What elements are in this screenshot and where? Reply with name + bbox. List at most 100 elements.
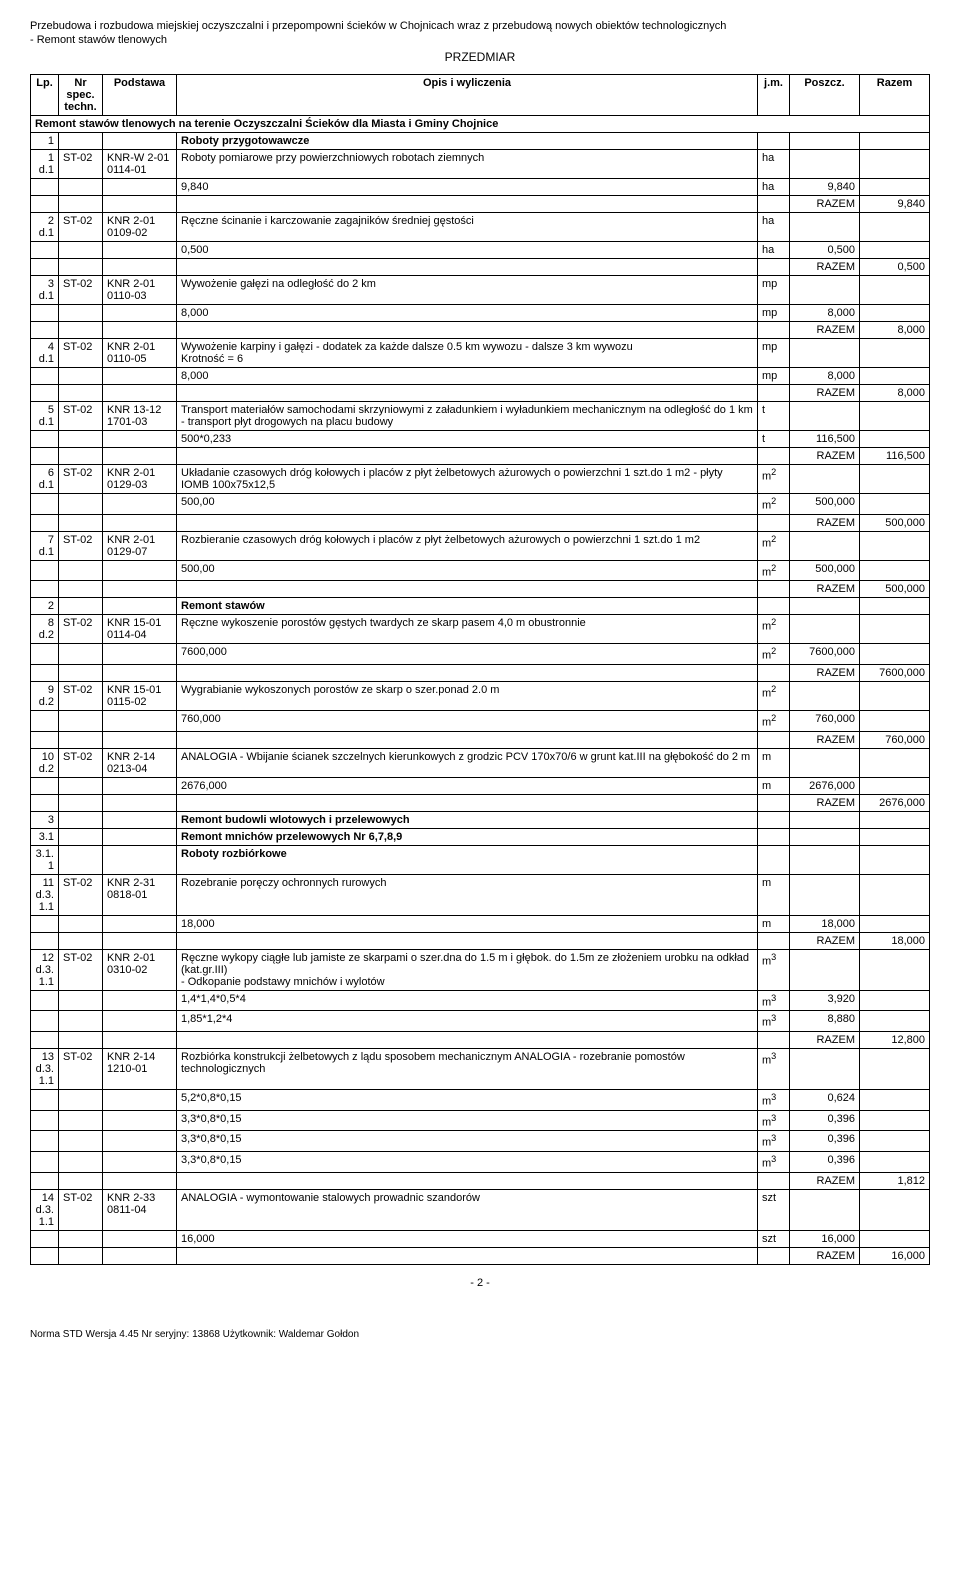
cell-nr: ST-02: [59, 1189, 103, 1230]
cell-nr: [59, 448, 103, 465]
cell-opis: [177, 322, 758, 339]
cell-opis: 0,500: [177, 242, 758, 259]
table-row: 7600,000m27600,000: [31, 644, 930, 665]
cell-nr: [59, 1089, 103, 1110]
col-lp: Lp.: [31, 75, 59, 116]
cell-poszcz: [790, 402, 860, 431]
table-row: 8,000mp8,000: [31, 368, 930, 385]
cell-opis: Roboty rozbiórkowe: [177, 845, 758, 874]
cell-opis: 5,2*0,8*0,15: [177, 1089, 758, 1110]
cell-pod: [103, 1247, 177, 1264]
cell-razem-val: 500,000: [860, 581, 930, 598]
przedmiar-table: Lp. Nr spec. techn. Podstawa Opis i wyli…: [30, 74, 930, 1265]
cell-razem-val: 500,000: [860, 514, 930, 531]
table-row: 6 d.1ST-02KNR 2-01 0129-03Układanie czas…: [31, 465, 930, 494]
table-row: RAZEM8,000: [31, 322, 930, 339]
cell-razem: [860, 644, 930, 665]
cell-opis: [177, 196, 758, 213]
cell-opis: 3,3*0,8*0,15: [177, 1131, 758, 1152]
cell-nr: [59, 664, 103, 681]
cell-razem: [860, 1011, 930, 1032]
cell-nr: [59, 179, 103, 196]
cell-pod: [103, 385, 177, 402]
cell-jm: [758, 133, 790, 150]
cell-razem-val: 8,000: [860, 322, 930, 339]
cell-lp: [31, 448, 59, 465]
cell-pod: [103, 915, 177, 932]
cell-opis: [177, 259, 758, 276]
table-row: 1 Roboty przygotowawcze: [31, 133, 930, 150]
table-row: 3.1Remont mnichów przelewowych Nr 6,7,8,…: [31, 828, 930, 845]
table-row: RAZEM500,000: [31, 514, 930, 531]
cell-razem: [860, 1110, 930, 1131]
page-number: - 2 -: [30, 1277, 930, 1289]
cell-opis: 3,3*0,8*0,15: [177, 1110, 758, 1131]
cell-pod: [103, 932, 177, 949]
cell-lp: 13 d.3.1.1: [31, 1048, 59, 1089]
cell-lp: [31, 794, 59, 811]
cell-opis: Roboty przygotowawcze: [177, 133, 758, 150]
cell-razem-val: 2676,000: [860, 794, 930, 811]
cell-nr: [59, 133, 103, 150]
cell-pod: KNR 2-33 0811-04: [103, 1189, 177, 1230]
cell-poszcz: [790, 213, 860, 242]
cell-opis: ANALOGIA - wymontowanie stalowych prowad…: [177, 1189, 758, 1230]
cell-razem: [860, 748, 930, 777]
col-razem: Razem: [860, 75, 930, 116]
cell-lp: 1: [31, 133, 59, 150]
cell-pod: [103, 777, 177, 794]
cell-jm: [758, 828, 790, 845]
cell-pod: [103, 431, 177, 448]
cell-razem-val: 7600,000: [860, 664, 930, 681]
cell-poszcz: [790, 133, 860, 150]
cell-jm: [758, 1031, 790, 1048]
cell-nr: [59, 644, 103, 665]
cell-opis: [177, 731, 758, 748]
cell-poszcz: 0,624: [790, 1089, 860, 1110]
cell-jm: m2: [758, 560, 790, 581]
cell-poszcz: 7600,000: [790, 644, 860, 665]
cell-lp: 3: [31, 811, 59, 828]
cell-jm: [758, 385, 790, 402]
cell-opis: Remont budowli wlotowych i przelewowych: [177, 811, 758, 828]
cell-razem: [860, 828, 930, 845]
cell-opis: [177, 1247, 758, 1264]
cell-jm: mp: [758, 339, 790, 368]
cell-jm: [758, 1172, 790, 1189]
cell-nr: ST-02: [59, 1048, 103, 1089]
cell-razem: [860, 1151, 930, 1172]
cell-lp: 3.1.1: [31, 845, 59, 874]
cell-pod: KNR 2-31 0818-01: [103, 874, 177, 915]
cell-jm: t: [758, 402, 790, 431]
cell-opis: [177, 448, 758, 465]
cell-razem-label: RAZEM: [790, 664, 860, 681]
cell-lp: 6 d.1: [31, 465, 59, 494]
cell-poszcz: 8,000: [790, 368, 860, 385]
table-row: 7 d.1ST-02KNR 2-01 0129-07Rozbieranie cz…: [31, 531, 930, 560]
cell-razem-label: RAZEM: [790, 385, 860, 402]
cell-jm: m3: [758, 1131, 790, 1152]
cell-nr: ST-02: [59, 748, 103, 777]
cell-razem-val: 1,812: [860, 1172, 930, 1189]
cell-lp: [31, 731, 59, 748]
cell-nr: ST-02: [59, 402, 103, 431]
cell-opis: Układanie czasowych dróg kołowych i plac…: [177, 465, 758, 494]
cell-poszcz: 116,500: [790, 431, 860, 448]
cell-opis: [177, 1031, 758, 1048]
cell-lp: [31, 560, 59, 581]
cell-pod: [103, 710, 177, 731]
cell-nr: ST-02: [59, 949, 103, 990]
cell-nr: [59, 259, 103, 276]
cell-pod: [103, 322, 177, 339]
cell-razem: [860, 465, 930, 494]
cell-nr: [59, 1230, 103, 1247]
cell-razem: [860, 915, 930, 932]
section-title-row: Remont stawów tlenowych na terenie Oczys…: [31, 116, 930, 133]
cell-lp: 7 d.1: [31, 531, 59, 560]
cell-nr: [59, 1011, 103, 1032]
cell-nr: [59, 514, 103, 531]
cell-poszcz: [790, 615, 860, 644]
cell-lp: [31, 259, 59, 276]
cell-pod: [103, 368, 177, 385]
table-row: 3,3*0,8*0,15m30,396: [31, 1131, 930, 1152]
